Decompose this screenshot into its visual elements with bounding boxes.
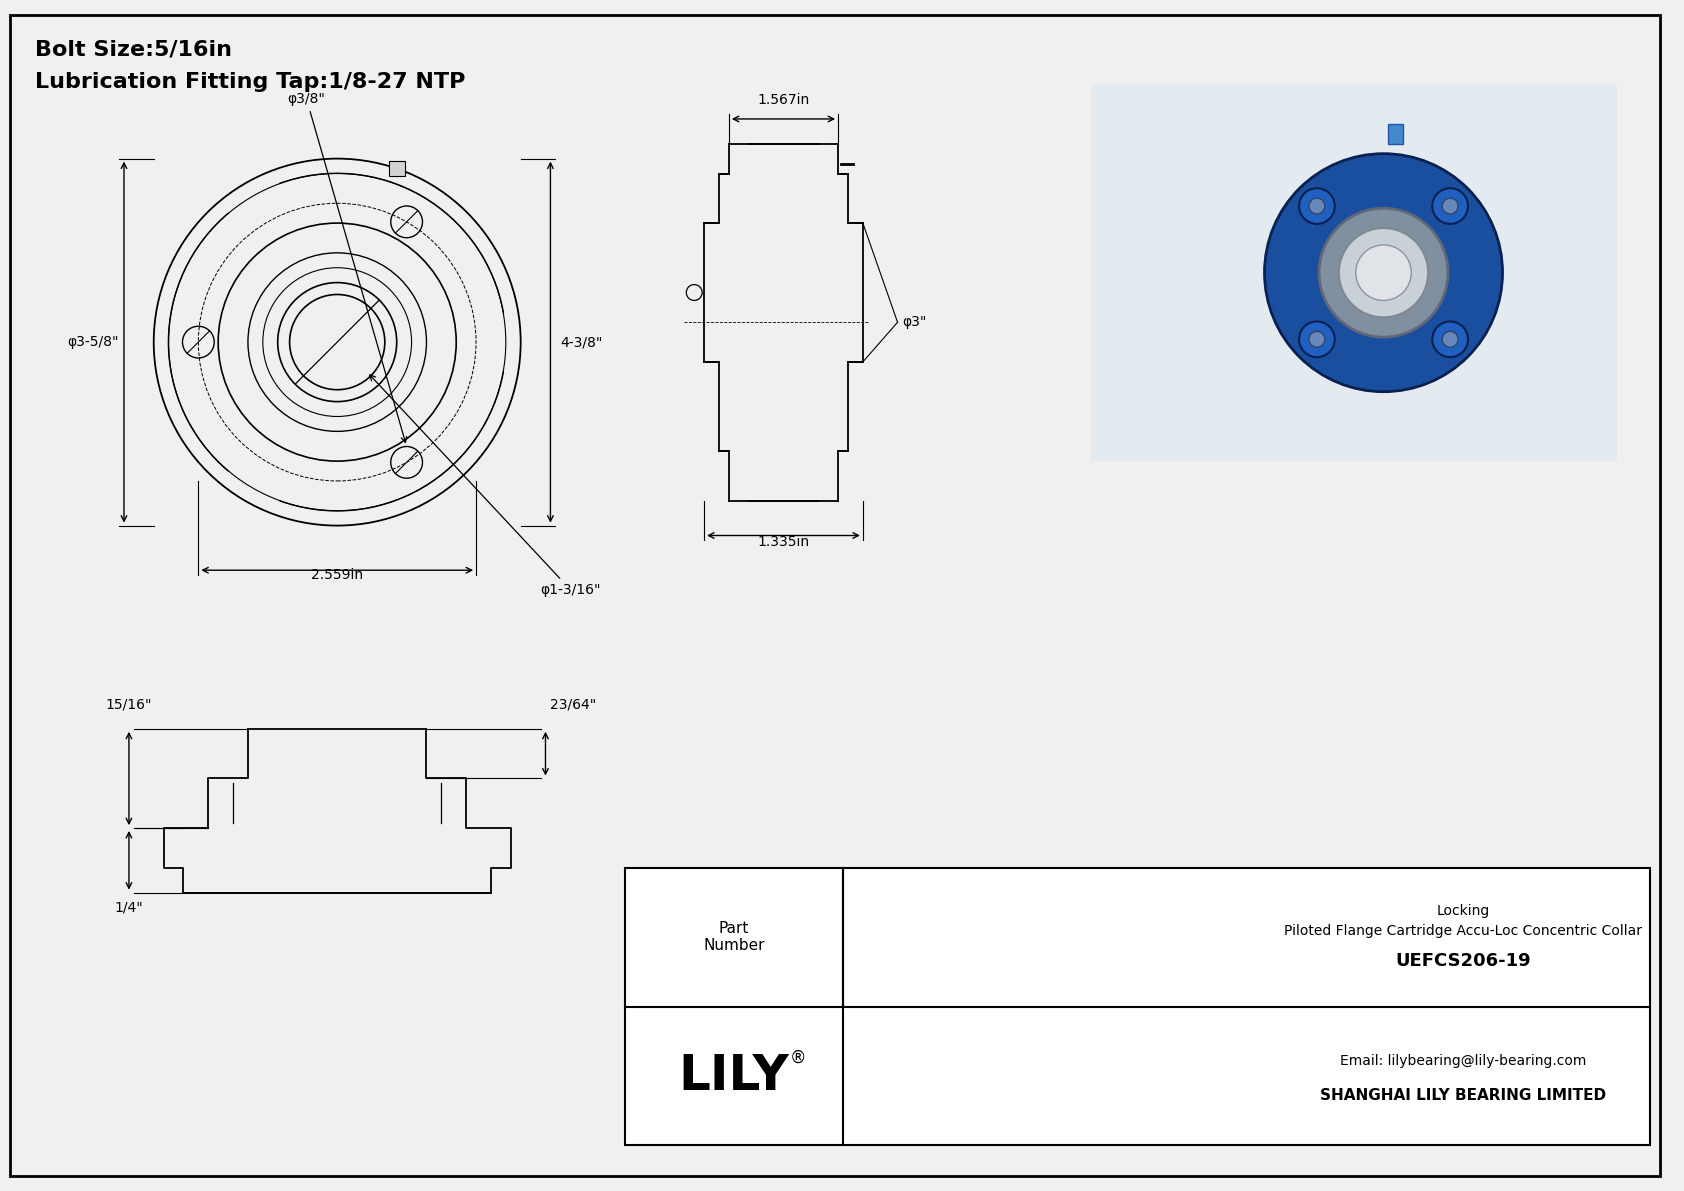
Circle shape [1433, 188, 1468, 224]
Text: φ1-3/16": φ1-3/16" [370, 375, 601, 597]
Circle shape [1356, 245, 1411, 300]
Text: LILY: LILY [679, 1052, 790, 1100]
Bar [625, 868, 1650, 1146]
Circle shape [1433, 322, 1468, 357]
Text: 15/16": 15/16" [106, 697, 152, 711]
Circle shape [1339, 227, 1428, 317]
Text: 1.335in: 1.335in [758, 536, 810, 549]
Text: Lubrication Fitting Tap:1/8-27 NTP: Lubrication Fitting Tap:1/8-27 NTP [35, 73, 465, 93]
Text: Bolt Size:5/16in: Bolt Size:5/16in [35, 39, 232, 60]
Circle shape [1319, 208, 1448, 337]
Text: φ3-5/8": φ3-5/8" [67, 335, 120, 349]
Text: Locking: Locking [1436, 904, 1489, 918]
Text: SHANGHAI LILY BEARING LIMITED: SHANGHAI LILY BEARING LIMITED [1320, 1089, 1607, 1103]
Text: UEFCS206-19: UEFCS206-19 [1394, 952, 1531, 969]
Text: 4-3/8": 4-3/8" [561, 335, 603, 349]
Text: 1/4": 1/4" [115, 900, 143, 915]
Text: Piloted Flange Cartridge Accu-Loc Concentric Collar: Piloted Flange Cartridge Accu-Loc Concen… [1283, 924, 1642, 939]
Text: 23/64": 23/64" [551, 697, 596, 711]
Bar [1091, 85, 1617, 461]
Circle shape [1265, 154, 1502, 392]
Circle shape [1298, 188, 1335, 224]
Text: Email: lilybearing@lily-bearing.com: Email: lilybearing@lily-bearing.com [1340, 1054, 1586, 1068]
Bar [1389, 124, 1403, 144]
Circle shape [1308, 198, 1325, 214]
Text: φ3": φ3" [903, 316, 926, 329]
Text: Part
Number: Part Number [704, 921, 765, 953]
Circle shape [1308, 331, 1325, 348]
Text: φ3/8": φ3/8" [288, 92, 406, 443]
Text: 2.559in: 2.559in [312, 568, 364, 582]
Circle shape [1442, 331, 1458, 348]
Circle shape [1298, 322, 1335, 357]
Text: ®: ® [790, 1049, 807, 1067]
Circle shape [1442, 198, 1458, 214]
Circle shape [290, 294, 386, 389]
Bar [389, 161, 404, 176]
Text: 1.567in: 1.567in [758, 93, 810, 107]
